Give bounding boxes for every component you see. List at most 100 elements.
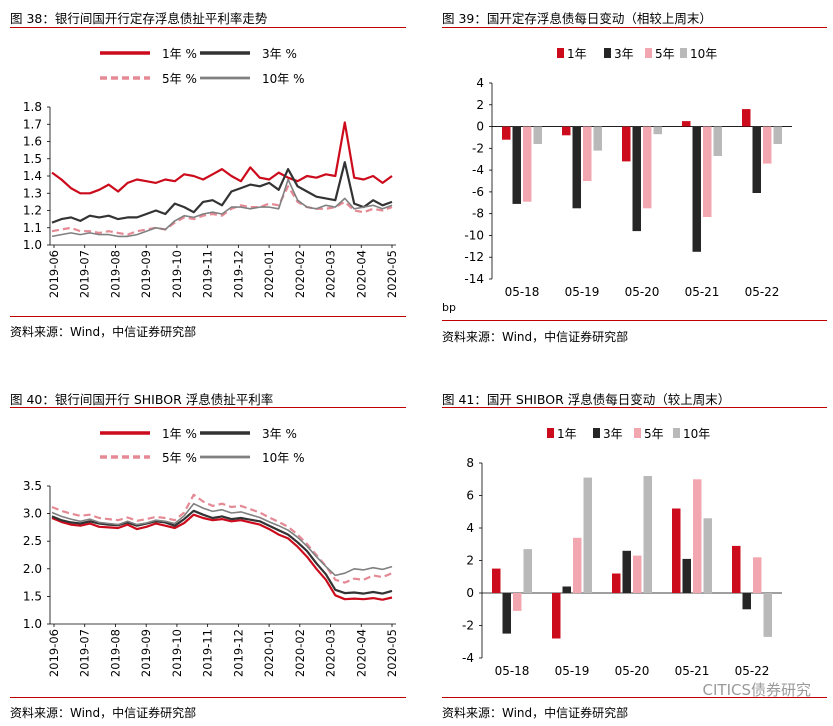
unit-label: bp xyxy=(442,301,456,314)
bar xyxy=(632,126,641,232)
panel-fig39: 图 39：国开定存浮息债每日变动（相较上周末） 1年 3年 5年 10年 4 2 0 -2 -4… xyxy=(442,0,827,345)
y-tick-label: 1.7 xyxy=(23,117,42,131)
y-tick-label: -6 xyxy=(472,185,484,199)
y-tick-label: 1.6 xyxy=(23,135,42,149)
title-rule xyxy=(442,27,827,28)
y-tick-label: 1.5 xyxy=(23,589,42,603)
x-tick-label: 2019-07 xyxy=(78,629,92,677)
x-tick-label: 2020-01 xyxy=(262,250,276,298)
bar xyxy=(643,126,652,209)
bar xyxy=(633,555,642,593)
source-note: 资料来源：Wind，中信证券研究部 xyxy=(442,330,629,344)
bar xyxy=(512,126,521,204)
legend-label: 3年 % xyxy=(262,47,297,61)
watermark: CITICS债券研究 xyxy=(702,681,811,699)
figure-title: 图 38：银行间国开行定存浮息债扯平利率走势 xyxy=(10,11,268,26)
figure-title: 图 40：银行间国开行 SHIBOR 浮息债扯平利率 xyxy=(10,392,274,407)
bar xyxy=(742,109,751,127)
legend-swatch xyxy=(645,48,652,58)
bar xyxy=(752,126,761,193)
bar xyxy=(732,545,741,593)
bar xyxy=(653,126,662,135)
x-tick-label: 05-22 xyxy=(735,664,770,678)
series-line xyxy=(51,185,393,236)
y-tick-label: 0 xyxy=(476,120,484,134)
y-tick-label: 1.0 xyxy=(23,238,42,252)
x-tick-label: 2019-08 xyxy=(108,629,122,677)
x-tick-label: 2020-05 xyxy=(385,250,399,298)
x-tick-label: 05-20 xyxy=(615,664,650,678)
x-tick-label: 2019-09 xyxy=(139,250,153,298)
bar xyxy=(703,518,712,594)
bar xyxy=(672,508,681,593)
legend-label: 3年 xyxy=(614,47,634,61)
chart-fig39: 1年 3年 5年 10年 4 2 0 -2 -4 -6 -8 -10 -12 -14 05-18 05-19 0… xyxy=(442,47,792,314)
bar xyxy=(502,593,511,634)
y-tick-label: 1.4 xyxy=(23,169,42,183)
source-note: 资料来源：Wind，中信证券研究部 xyxy=(10,325,197,339)
series-line xyxy=(51,178,393,238)
bar xyxy=(492,568,501,593)
x-tick-label: 2019-06 xyxy=(47,250,61,298)
x-tick-label: 2020-03 xyxy=(324,250,338,298)
bar xyxy=(572,126,581,209)
bar xyxy=(763,126,772,164)
y-tick-label: 4 xyxy=(476,76,484,90)
chart-fig41: 1年 3年 5年 10年 8 6 4 2 0 -2 -4 05-18 05-19 05-20 05-21 05… xyxy=(462,427,782,678)
x-tick-label: 2019-07 xyxy=(78,250,92,298)
x-tick-label: 2019-10 xyxy=(170,250,184,298)
y-tick-label: 4 xyxy=(466,521,474,535)
x-tick-label: 2019-11 xyxy=(201,250,215,298)
bar xyxy=(502,126,511,140)
legend-label: 1年 xyxy=(567,47,587,61)
bar xyxy=(583,126,592,181)
bar xyxy=(552,593,561,639)
bar xyxy=(583,477,592,593)
x-tick-label: 2019-11 xyxy=(201,629,215,677)
y-tick-label: -12 xyxy=(464,250,484,264)
source-rule xyxy=(10,697,406,698)
y-tick-label: 8 xyxy=(466,456,474,470)
y-tick-label: -8 xyxy=(472,207,484,221)
x-tick-label: 2019-08 xyxy=(108,250,122,298)
title-rule xyxy=(10,407,406,408)
bar xyxy=(622,126,631,162)
bar xyxy=(753,557,762,594)
y-tick-label: 3.5 xyxy=(23,479,42,493)
bar xyxy=(742,593,751,610)
legend-label: 3年 % xyxy=(262,427,297,441)
figure-title: 图 41：国开 SHIBOR 浮息债每日变动（较上周末） xyxy=(442,392,731,407)
bar xyxy=(713,126,722,156)
series-line xyxy=(51,161,393,224)
legend-label: 5年 xyxy=(655,47,675,61)
legend-swatch xyxy=(557,48,564,58)
y-tick-label: -10 xyxy=(464,228,484,242)
series-line xyxy=(51,121,393,195)
bar xyxy=(682,121,691,127)
series-line xyxy=(51,509,393,595)
legend-swatch xyxy=(634,428,641,438)
y-tick-label: -14 xyxy=(464,272,484,286)
bar xyxy=(562,126,571,136)
x-tick-label: 2020-02 xyxy=(293,629,307,677)
bar xyxy=(773,126,782,144)
bar xyxy=(643,476,652,593)
y-tick-label: -4 xyxy=(472,163,484,177)
y-tick-label: 0 xyxy=(466,586,474,600)
legend-label: 10年 % xyxy=(262,451,305,465)
bar xyxy=(763,593,772,637)
source-rule xyxy=(442,320,827,321)
bar xyxy=(513,593,522,611)
legend-label: 10年 xyxy=(690,47,717,61)
bar xyxy=(562,586,571,593)
y-tick-label: 2 xyxy=(476,98,484,112)
x-tick-label: 05-18 xyxy=(505,285,540,299)
title-rule xyxy=(10,27,406,28)
legend-label: 1年 % xyxy=(162,427,197,441)
x-tick-label: 05-19 xyxy=(555,664,590,678)
x-tick-label: 05-21 xyxy=(685,285,720,299)
bar xyxy=(573,537,582,594)
y-tick-label: -2 xyxy=(462,619,474,633)
y-tick-label: 6 xyxy=(466,489,474,503)
x-tick-label: 05-22 xyxy=(745,285,780,299)
